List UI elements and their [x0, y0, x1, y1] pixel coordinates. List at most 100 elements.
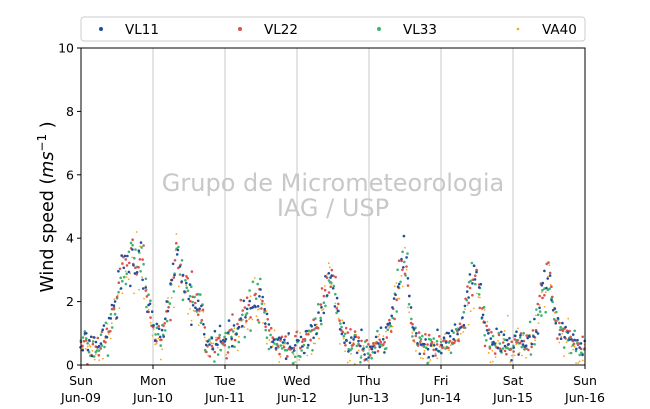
data-point	[360, 328, 363, 332]
data-point	[414, 334, 418, 338]
data-point	[406, 277, 410, 280]
data-point	[276, 338, 280, 341]
data-point	[383, 340, 386, 344]
data-point	[388, 318, 391, 322]
legend-label-VL11: VL11	[125, 22, 159, 38]
data-point	[245, 321, 247, 324]
data-point	[322, 308, 325, 311]
x-tick-day-label: Sun	[69, 373, 93, 388]
data-point	[93, 336, 96, 339]
data-point	[218, 333, 221, 337]
data-point	[99, 342, 103, 345]
data-point	[217, 336, 221, 339]
data-point	[466, 304, 469, 307]
data-point	[327, 291, 331, 294]
data-point	[175, 241, 178, 245]
data-point	[550, 298, 553, 302]
data-point	[329, 285, 333, 289]
data-point	[576, 338, 579, 342]
data-point	[85, 339, 88, 342]
data-point	[183, 290, 186, 293]
data-point	[187, 297, 190, 301]
data-point	[548, 264, 551, 267]
x-tick-day-label: Mon	[140, 373, 166, 388]
data-point	[169, 282, 172, 285]
data-point	[148, 302, 152, 306]
data-point	[373, 351, 377, 354]
data-point	[306, 354, 309, 357]
data-point	[146, 310, 149, 314]
data-point	[319, 303, 323, 306]
data-point	[553, 307, 556, 310]
data-point	[432, 337, 436, 340]
data-point	[210, 344, 214, 348]
data-point	[138, 258, 142, 261]
data-point	[519, 334, 522, 337]
data-point	[483, 344, 487, 348]
data-point	[190, 285, 193, 289]
data-point	[122, 266, 126, 270]
data-point	[310, 325, 314, 328]
data-point	[497, 331, 501, 335]
data-point	[233, 338, 237, 342]
data-point	[515, 330, 518, 334]
data-point	[191, 304, 195, 307]
data-point	[449, 351, 453, 355]
data-point	[554, 321, 558, 325]
data-point	[273, 329, 276, 332]
data-point	[348, 341, 352, 345]
data-point	[458, 322, 462, 326]
data-point	[248, 299, 251, 303]
data-point	[518, 341, 522, 345]
data-point	[186, 276, 189, 280]
data-point	[236, 322, 239, 326]
data-point	[551, 295, 554, 299]
data-point	[282, 344, 285, 347]
data-point	[501, 347, 505, 350]
data-point	[293, 344, 297, 347]
data-point	[535, 314, 537, 317]
data-point	[398, 297, 401, 300]
data-point	[180, 259, 184, 262]
data-point	[248, 318, 250, 320]
data-point	[208, 338, 211, 342]
data-point	[328, 266, 331, 269]
data-point	[129, 241, 133, 245]
data-point	[467, 301, 471, 305]
data-point	[498, 342, 502, 345]
data-point	[410, 317, 413, 321]
data-point	[266, 318, 270, 321]
data-point	[377, 335, 379, 338]
data-point	[560, 335, 563, 338]
data-point	[551, 308, 555, 312]
data-point	[196, 313, 200, 317]
x-tick-date-label: Jun-09	[60, 390, 101, 405]
data-point	[189, 299, 192, 303]
data-point	[86, 348, 90, 352]
y-axis-label: Wind speed (ms−1 )	[35, 121, 58, 292]
data-point	[225, 357, 228, 360]
data-point	[175, 233, 178, 235]
data-point	[394, 293, 397, 297]
data-point	[258, 295, 261, 298]
data-point	[139, 270, 142, 273]
data-point	[573, 345, 576, 348]
data-point	[249, 316, 252, 319]
data-point	[208, 355, 212, 358]
data-point	[481, 307, 484, 310]
data-point	[149, 299, 152, 303]
data-point	[263, 302, 266, 305]
data-point	[99, 347, 102, 350]
data-point	[373, 346, 377, 349]
data-point	[522, 331, 525, 335]
data-point	[425, 346, 428, 350]
data-point	[327, 272, 331, 275]
data-point	[541, 288, 544, 292]
data-point	[106, 323, 109, 325]
data-point	[121, 292, 124, 295]
legend: VL11 VL22 VL33 VA40	[80, 16, 586, 42]
data-point	[432, 348, 436, 352]
data-point	[545, 262, 548, 266]
data-point	[558, 333, 561, 336]
data-point	[412, 339, 416, 342]
